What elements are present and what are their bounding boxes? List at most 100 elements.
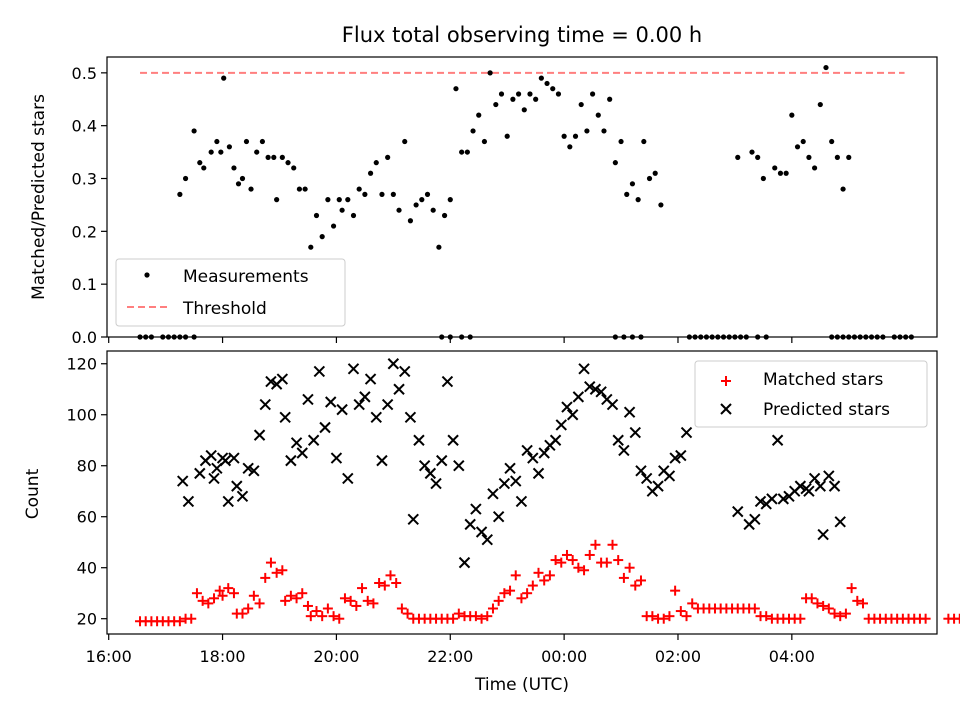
- predicted-star-point: [732, 505, 744, 518]
- matched-star-point: [476, 613, 487, 624]
- predicted-star-point: [387, 358, 400, 370]
- predicted-star-point: [430, 477, 442, 490]
- measurement-point: [313, 212, 320, 219]
- matched-star-point: [675, 606, 686, 617]
- measurement-point: [812, 165, 818, 171]
- matched-star-point: [618, 572, 629, 583]
- measurement-point: [254, 149, 260, 155]
- measurement-point: [339, 207, 345, 213]
- measurement-point: [638, 334, 644, 340]
- matched-star-point: [322, 603, 333, 614]
- matched-star-point: [265, 557, 276, 568]
- measurement-point: [652, 170, 658, 176]
- measurement-point: [218, 149, 224, 155]
- measurement-point: [413, 202, 419, 208]
- predicted-star-point: [231, 480, 243, 492]
- predicted-star-point: [803, 485, 815, 497]
- matched-star-point: [368, 598, 379, 609]
- bottom-legend[interactable]: Matched stars Predicted stars: [694, 360, 928, 428]
- top-y-tick-label: 0.4: [72, 117, 97, 136]
- matched-star-point: [243, 603, 254, 614]
- bottom-y-tick-label: 20: [77, 610, 97, 629]
- measurement-point: [857, 334, 863, 340]
- predicted-star-point: [618, 444, 630, 457]
- measurement-point: [840, 334, 846, 340]
- predicted-star-point: [589, 383, 602, 395]
- predicted-star-point: [236, 490, 249, 503]
- matched-star-point: [812, 598, 823, 609]
- predicted-star-point: [376, 454, 388, 467]
- measurement-point: [476, 112, 482, 118]
- measurement-point: [396, 207, 402, 213]
- measurement-point: [356, 186, 362, 192]
- measurement-point: [629, 181, 636, 187]
- matched-star-point: [761, 611, 772, 622]
- matched-legend-marker: [721, 376, 731, 386]
- measurement-point: [504, 133, 510, 139]
- predicted-star-point: [276, 373, 289, 385]
- matched-star-point: [544, 570, 555, 581]
- predicted-star-point: [441, 375, 454, 388]
- matched-star-point: [630, 580, 641, 591]
- measurement-point: [763, 334, 769, 340]
- matched-star-point: [357, 583, 368, 594]
- predicted-star-point: [342, 472, 354, 485]
- matched-star-point: [248, 590, 259, 601]
- predicted-star-point: [606, 398, 619, 411]
- predicted-star-point: [561, 401, 573, 413]
- predicted-star-point: [347, 363, 360, 375]
- matched-star-point: [829, 608, 840, 619]
- measurement-point: [840, 186, 846, 192]
- matched-star-point: [228, 588, 239, 599]
- matched-star-point: [482, 611, 493, 622]
- measurement-point: [279, 154, 285, 160]
- predicted-star-point: [814, 480, 827, 492]
- top-chart-title: Flux total observing time = 0.00 h: [342, 23, 702, 47]
- matched-star-point: [584, 549, 595, 560]
- measurement-point: [390, 191, 396, 197]
- predicted-star-point: [290, 437, 303, 449]
- measurement-point: [285, 160, 291, 166]
- measurement-point: [743, 334, 749, 340]
- matched-star-point: [635, 575, 646, 586]
- measurement-point: [715, 334, 721, 340]
- matched-star-point: [601, 557, 612, 568]
- predicted-legend-label: Predicted stars: [763, 400, 890, 420]
- measurement-point: [137, 334, 143, 340]
- predicted-star-point: [313, 365, 326, 378]
- matched-star-point: [302, 600, 313, 611]
- measurement-point: [487, 70, 493, 76]
- bottom-y-ticks: 20 40 60 80 100 120: [66, 355, 107, 629]
- measurement-point: [467, 334, 473, 340]
- measurement-point: [296, 186, 303, 192]
- predicted-star-point: [404, 411, 417, 423]
- measurement-point: [515, 91, 522, 97]
- predicted-star-point: [595, 386, 607, 398]
- measurement-point: [709, 334, 715, 340]
- matched-star-point: [402, 608, 413, 619]
- measurement-point: [897, 334, 903, 340]
- bottom-legend-box: [694, 360, 928, 428]
- measurement-point: [703, 334, 710, 340]
- measurement-point: [165, 334, 172, 340]
- predicted-star-point: [817, 528, 829, 541]
- measurement-point: [720, 334, 727, 340]
- predicted-star-point: [413, 434, 425, 446]
- measurement-point: [336, 197, 342, 203]
- measurement-point: [738, 334, 744, 340]
- predicted-star-point: [265, 375, 277, 388]
- measurement-point: [325, 197, 331, 203]
- top-panel-frame: [106, 56, 938, 338]
- top-legend[interactable]: Measurements Threshold: [115, 258, 346, 327]
- matched-star-point: [280, 595, 291, 606]
- matched-star-point: [556, 557, 567, 568]
- predicted-star-point: [194, 467, 206, 480]
- predicted-star-point: [302, 393, 314, 406]
- measurement-point: [698, 334, 704, 340]
- matched-star-point: [191, 588, 202, 599]
- measurement-point: [191, 128, 197, 134]
- matched-star-point: [857, 598, 868, 609]
- measurement-point: [402, 138, 408, 145]
- matched-star-point: [334, 613, 345, 624]
